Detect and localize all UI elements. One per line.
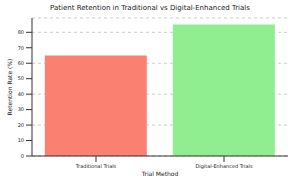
svg-text:30: 30 [18,106,24,112]
svg-text:Digital-Enhanced Trials: Digital-Enhanced Trials [195,163,253,170]
svg-text:40: 40 [18,91,24,97]
svg-text:60: 60 [18,60,24,66]
html-text:Patient Retention in Tradition: Patient Retention in Traditional vs Digi… [50,4,250,12]
svg-text:Retention Rate (%): Retention Rate (%) [8,59,13,116]
svg-text:20: 20 [18,122,24,128]
svg-text:80: 80 [18,29,24,35]
svg-text:0: 0 [21,153,24,159]
svg-text:10: 10 [18,137,24,143]
svg-text:Traditional Trials: Traditional Trials [75,163,117,169]
svg-text:50: 50 [18,75,24,81]
svg-text:70: 70 [18,45,24,51]
svg-text:Trial Method: Trial Method [141,170,179,177]
